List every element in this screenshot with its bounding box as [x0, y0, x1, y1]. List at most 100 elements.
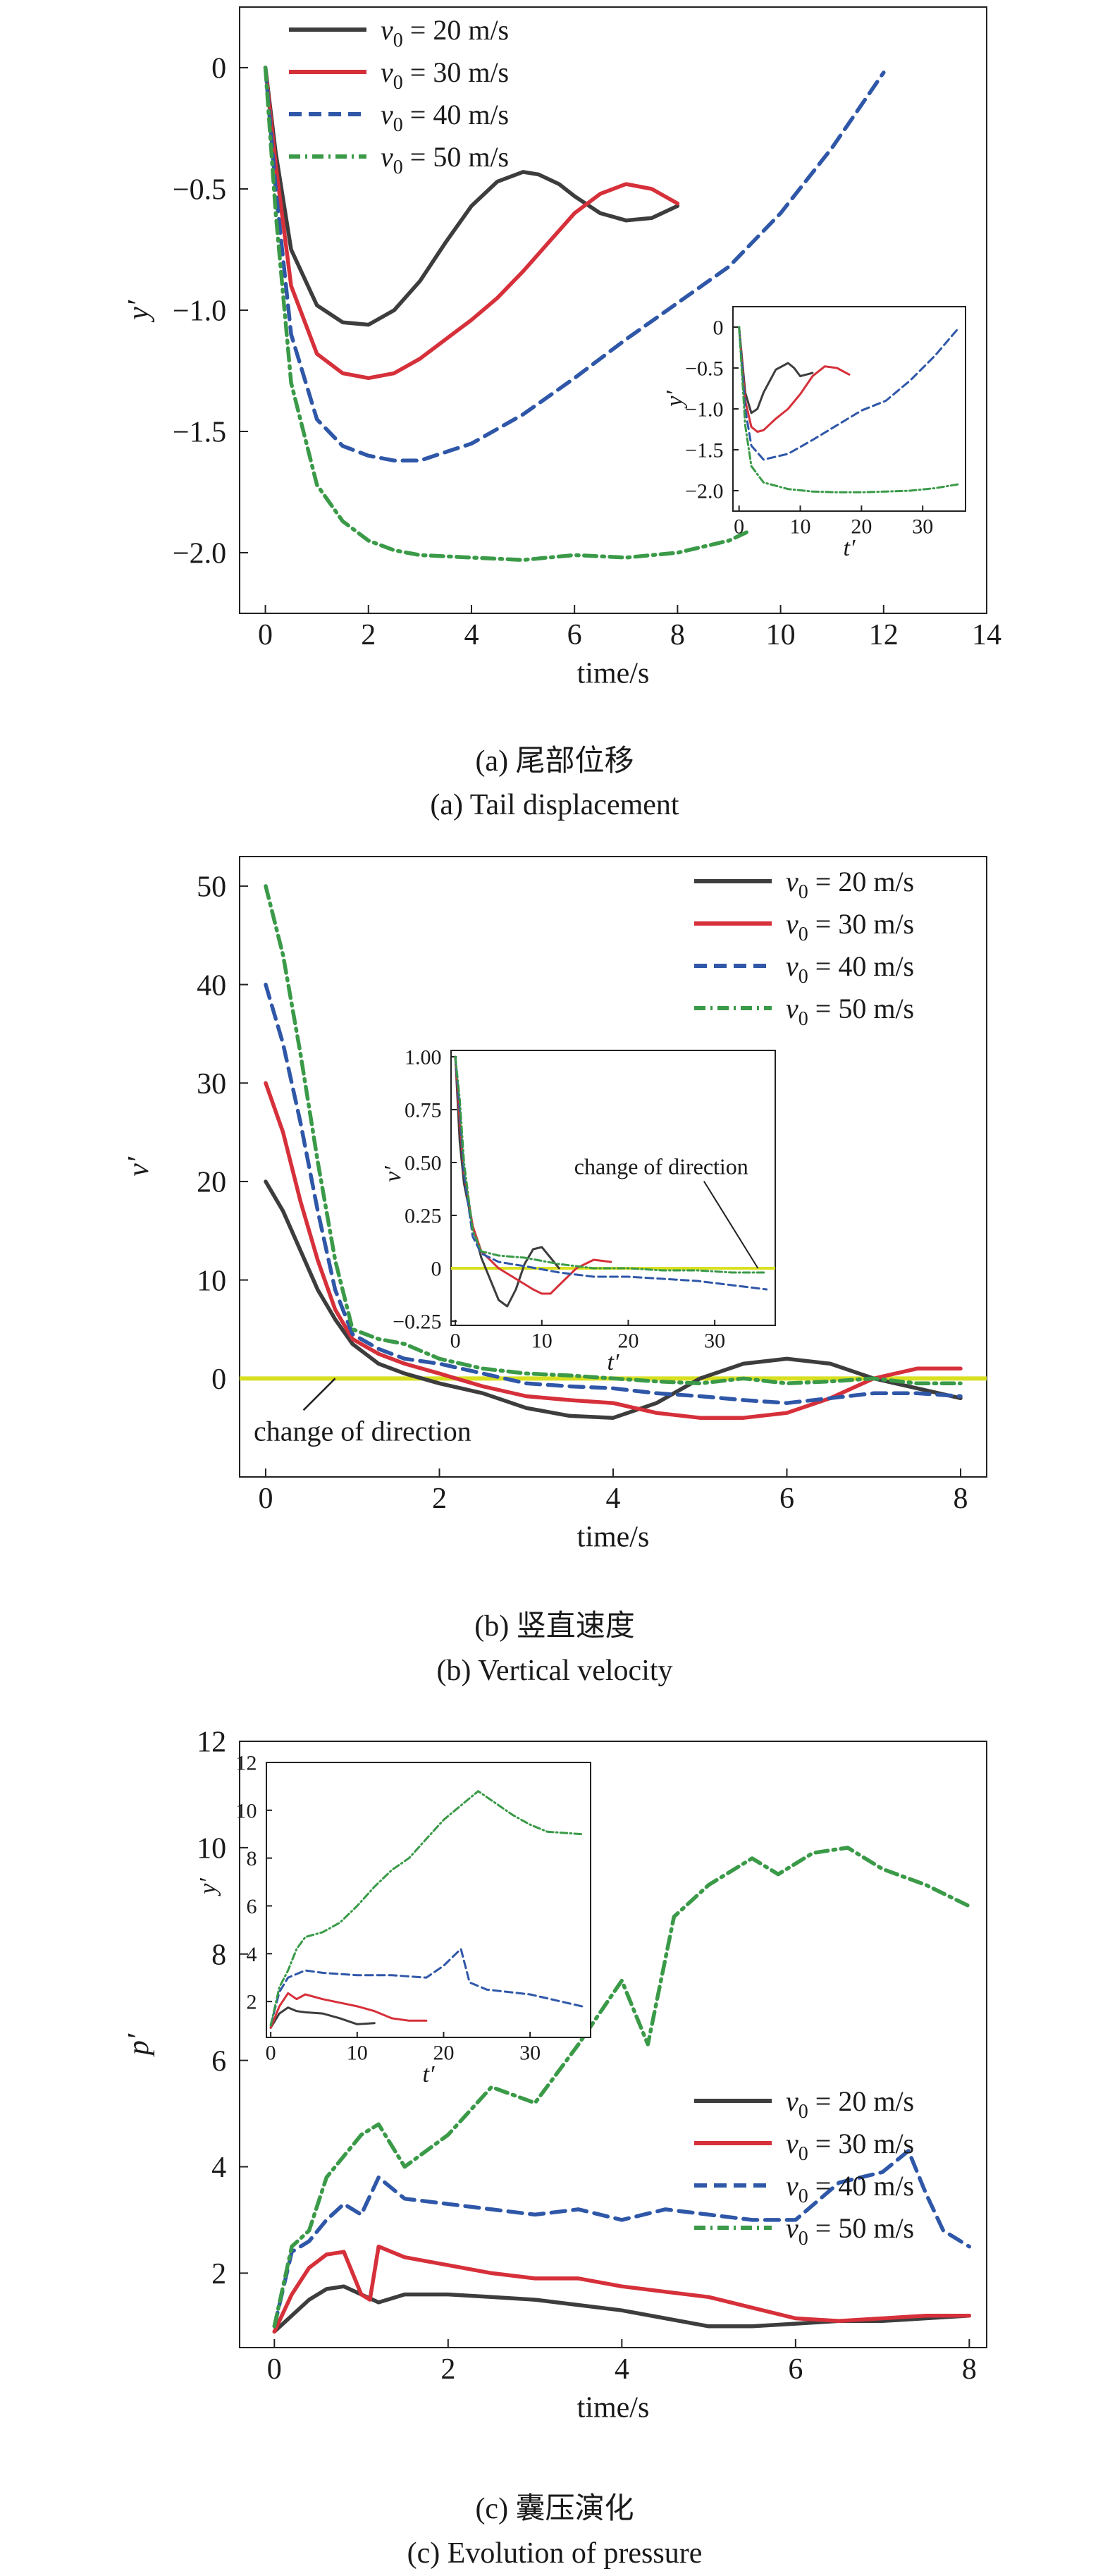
panel-a-caption-en: (a) Tail displacement	[430, 789, 679, 821]
panel-b-inset-y-tick-label: 0	[431, 1258, 442, 1281]
panel-c-inset-plot-frame	[266, 1762, 591, 2038]
panel-c-inset-y-tick-label: 8	[247, 1847, 257, 1870]
panel-b-y-tick-label: 50	[197, 871, 226, 904]
panel-c-inset-y-tick-label: 12	[236, 1752, 257, 1775]
panel-b-x-tick-label: 8	[954, 1483, 968, 1515]
panel-a-inset-x-axis-label: t′	[844, 535, 856, 561]
panel-c-x-tick-label: 0	[267, 2353, 282, 2386]
panel-b-inset-x-tick-label: 20	[617, 1330, 639, 1353]
panel-a-x-tick-label: 6	[567, 619, 582, 651]
panel-a-x-tick-label: 14	[972, 619, 1001, 651]
panel-c-x-tick-label: 6	[788, 2353, 803, 2386]
panel-c-inset-y-axis-label: y′	[195, 1878, 221, 1896]
panel-b-annotation-arrow	[302, 1378, 336, 1411]
panel-c-inset-x-tick-label: 20	[433, 2042, 454, 2065]
panel-c-y-tick-label: 8	[211, 1939, 226, 1971]
panel-a-x-tick-label: 12	[869, 619, 899, 651]
panel-a-legend-label: v0 = 50 m/s	[381, 141, 509, 178]
panel-a-inset-series-line-v50	[738, 326, 961, 493]
panel-b-x-tick-label: 0	[258, 1483, 273, 1515]
panel-a-inset-x-tick-label: 0	[734, 515, 744, 539]
panel-a-series-line-v40	[263, 66, 886, 463]
panel-b-y-tick-label: 20	[197, 1167, 226, 1199]
panel-b-y-axis-label: v′	[123, 1156, 155, 1177]
panel-c-inset-y-tick-label: 2	[247, 1991, 257, 2014]
panel-a-caption-cn: (a) 尾部位移	[475, 744, 634, 778]
panel-a-inset-plot-frame	[732, 306, 966, 512]
panel-c-series-line-v40	[272, 2149, 972, 2329]
panel-b-series-line-v20	[264, 1179, 963, 1420]
panel-a-x-tick-label: 10	[766, 619, 796, 651]
panel-c-y-tick-label: 2	[211, 2258, 226, 2290]
panel-b-legend-label: v0 = 40 m/s	[786, 950, 914, 988]
panel-b-inset-annotation-arrow	[703, 1180, 759, 1269]
panel-c-legend-label: v0 = 50 m/s	[786, 2212, 914, 2250]
panel-b-series-line-v40	[264, 982, 963, 1405]
panel-b-inset-y-tick-label: 0.25	[405, 1205, 442, 1228]
panel-c-y-tick-label: 4	[211, 2152, 226, 2184]
panel-b-inset-y-tick-label: 0.75	[405, 1099, 442, 1122]
panel-c-inset-series-line-v30	[269, 1992, 428, 2029]
panel-a-y-tick-label: −1.0	[173, 295, 226, 328]
panel-b-caption-en: (b) Vertical velocity	[436, 1655, 672, 1687]
panel-a-inset-series-line-v30	[738, 326, 851, 433]
panel-c-series-line-v30	[272, 2244, 972, 2334]
panel-c-inset-series-line-v50	[269, 1790, 584, 2027]
panel-c-x-axis-label: time/s	[577, 2392, 650, 2424]
panel-b-inset-x-tick-label: 10	[531, 1330, 553, 1353]
panel-c-x-tick-label: 8	[962, 2353, 977, 2386]
panel-a-y-tick-label: −2.0	[173, 538, 226, 570]
panel-c-inset-series-line-v20	[269, 2006, 376, 2029]
panel-b-y-tick-label: 10	[197, 1265, 226, 1297]
panel-b-inset-y-tick-label: −0.25	[393, 1311, 441, 1334]
panel-b-inset-annotation: change of direction	[574, 1154, 748, 1179]
panel-c-inset-x-axis-label: t′	[423, 2061, 435, 2087]
panel-b-x-tick-label: 4	[606, 1483, 621, 1515]
panel-c-inset-series-line-v40	[269, 1948, 584, 2027]
panel-a-series-line-v20	[263, 66, 680, 327]
panel-c-x-tick-label: 4	[615, 2353, 629, 2386]
panel-b-x-axis-label: time/s	[577, 1521, 650, 1554]
panel-a-inset-y-tick-label: 0	[713, 317, 724, 340]
panel-c-caption-cn: (c) 囊压演化	[475, 2493, 634, 2525]
panel-a-chart: 0 2 4 6 8 10 12 14 0 −0.5 −1.0 −1.5 −2.0 time/s y′ v0 =…	[123, 6, 1001, 690]
panel-a-inset-y-tick-label: −1.0	[685, 398, 723, 422]
panel-a-legend-label: v0 = 40 m/s	[381, 99, 509, 136]
panel-c-caption-en: (c) Evolution of pressure	[407, 2537, 703, 2570]
panel-a-series-line-v30	[263, 66, 680, 381]
panel-b-y-tick-label: 30	[197, 1068, 226, 1100]
panel-a-y-axis-label: y′	[123, 300, 155, 323]
panel-a-x-tick-label: 0	[258, 619, 273, 651]
panel-a-inset-y-tick-label: −1.5	[685, 439, 723, 462]
panel-a-x-tick-label: 4	[464, 619, 479, 651]
panel-b-y-tick-label: 0	[211, 1363, 226, 1396]
panel-a-inset-series-line-v40	[738, 326, 961, 461]
panel-a-x-tick-label: 2	[361, 619, 376, 651]
panel-b-series-line-v30	[264, 1081, 963, 1420]
panel-a-inset-y-tick-label: −2.0	[685, 480, 723, 503]
panel-b-legend-label: v0 = 30 m/s	[786, 908, 914, 945]
panel-b-inset-plot-frame	[450, 1050, 776, 1326]
panel-c-y-axis-label: p′	[123, 2033, 155, 2057]
panel-b-inset-y-axis-label: v′	[380, 1166, 406, 1182]
panel-a-inset-x-tick-label: 30	[912, 515, 933, 539]
panel-a-inset-x-tick-label: 20	[851, 515, 872, 539]
panel-a-x-axis-label: time/s	[577, 658, 650, 690]
panel-b-inset-x-tick-label: 30	[704, 1330, 725, 1353]
panel-c-inset-y-tick-label: 4	[247, 1943, 257, 1966]
panel-c-series-line-v50	[272, 1846, 972, 2329]
panel-c-legend-label: v0 = 30 m/s	[786, 2128, 914, 2165]
panel-b-inset: 0 10 20 30 1.00 0.75 0.50 0.25 0 −0.25 t′ v′ change …	[380, 1046, 776, 1375]
panel-b-legend-label: v0 = 50 m/s	[786, 993, 914, 1030]
panel-c-y-tick-label: 12	[197, 1726, 226, 1759]
panel-c-inset-x-tick-label: 30	[519, 2042, 541, 2065]
panel-c-inset-x-tick-label: 0	[266, 2042, 276, 2065]
panel-c-legend-label: v0 = 40 m/s	[786, 2170, 914, 2207]
panel-b-inset-series-line-v40	[454, 1055, 768, 1291]
panel-b-inset-y-tick-label: 1.00	[405, 1046, 442, 1069]
panel-b-inset-series-line-v50	[454, 1055, 768, 1274]
panel-b-inset-x-tick-label: 0	[450, 1330, 461, 1353]
